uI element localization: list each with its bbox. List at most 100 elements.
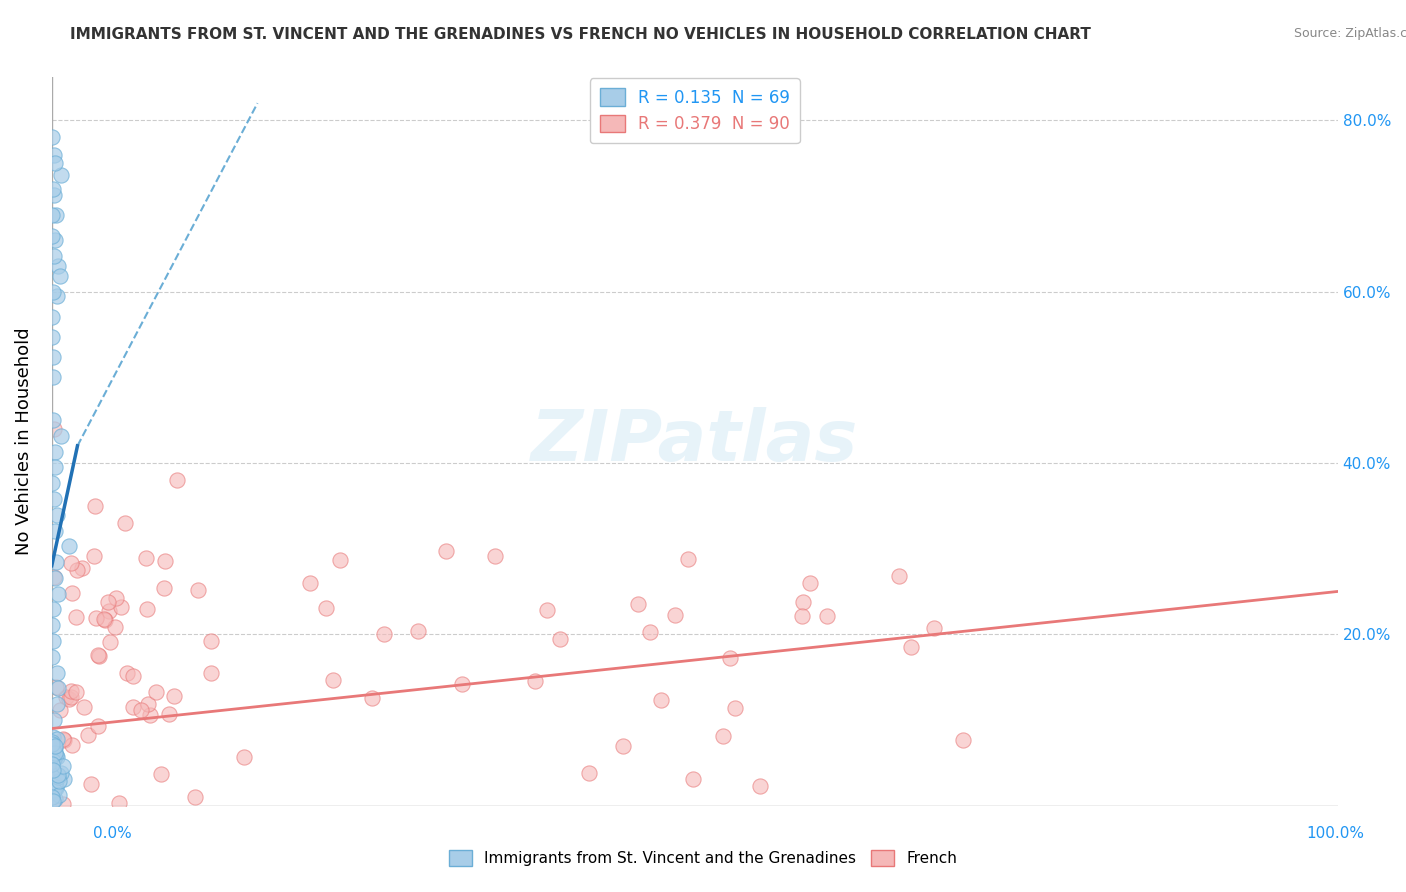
- Point: [41, 756, 63, 771]
- Point: [48, 702, 70, 716]
- Point: [87, 649, 110, 664]
- Point: [98, 635, 121, 649]
- Point: [187, 582, 209, 597]
- Point: [42, 249, 65, 263]
- Point: [44, 571, 66, 585]
- Text: IMMIGRANTS FROM ST. VINCENT AND THE GRENADINES VS FRENCH NO VEHICLES IN HOUSEHOL: IMMIGRANTS FROM ST. VINCENT AND THE GREN…: [70, 27, 1091, 42]
- Point: [97, 595, 120, 609]
- Point: [45, 680, 67, 694]
- Point: [44, 777, 66, 791]
- Point: [55, 690, 77, 704]
- Point: [76, 728, 98, 742]
- Point: [42, 182, 65, 196]
- Point: [682, 772, 704, 786]
- Point: [59, 690, 82, 704]
- Point: [94, 613, 117, 627]
- Point: [145, 685, 167, 699]
- Point: [84, 499, 107, 513]
- Point: [48, 788, 70, 802]
- Point: [97, 604, 120, 618]
- Point: [45, 780, 67, 795]
- Point: [46, 750, 69, 764]
- Point: [93, 612, 115, 626]
- Point: [48, 681, 70, 696]
- Point: [44, 739, 66, 753]
- Point: [44, 746, 66, 760]
- Point: [42, 569, 65, 583]
- Point: [49, 429, 72, 443]
- Point: [434, 544, 457, 558]
- Point: [41, 649, 63, 664]
- Legend: Immigrants from St. Vincent and the Grenadines, French: Immigrants from St. Vincent and the Gren…: [440, 841, 966, 875]
- Point: [136, 697, 159, 711]
- Point: [129, 703, 152, 717]
- Point: [451, 676, 474, 690]
- Point: [53, 733, 76, 747]
- Point: [44, 792, 66, 806]
- Point: [139, 707, 162, 722]
- Point: [44, 233, 66, 247]
- Point: [51, 168, 73, 182]
- Point: [87, 719, 110, 733]
- Point: [42, 764, 65, 778]
- Point: [153, 582, 176, 596]
- Point: [45, 732, 67, 747]
- Point: [66, 563, 89, 577]
- Point: [42, 713, 65, 727]
- Point: [484, 549, 506, 564]
- Point: [45, 555, 67, 569]
- Point: [153, 554, 176, 568]
- Point: [122, 699, 145, 714]
- Point: [65, 609, 87, 624]
- Point: [373, 627, 395, 641]
- Point: [42, 370, 65, 384]
- Point: [718, 650, 741, 665]
- Point: [46, 665, 69, 680]
- Point: [524, 673, 547, 688]
- Point: [52, 759, 75, 773]
- Point: [790, 609, 813, 624]
- Point: [44, 444, 66, 458]
- Point: [578, 765, 600, 780]
- Point: [114, 516, 136, 530]
- Point: [104, 620, 127, 634]
- Y-axis label: No Vehicles in Household: No Vehicles in Household: [15, 327, 32, 556]
- Point: [59, 556, 82, 570]
- Point: [406, 624, 429, 638]
- Point: [45, 779, 67, 793]
- Point: [42, 743, 65, 757]
- Point: [612, 739, 634, 754]
- Point: [45, 208, 67, 222]
- Point: [46, 259, 69, 273]
- Point: [163, 689, 186, 703]
- Point: [329, 552, 352, 566]
- Point: [72, 561, 94, 575]
- Point: [41, 228, 63, 243]
- Point: [42, 755, 65, 769]
- Point: [676, 551, 699, 566]
- Point: [711, 729, 734, 743]
- Point: [166, 473, 188, 487]
- Point: [41, 476, 63, 491]
- Point: [41, 330, 63, 344]
- Point: [157, 707, 180, 722]
- Point: [60, 738, 83, 752]
- Point: [299, 576, 322, 591]
- Point: [42, 413, 65, 427]
- Point: [41, 761, 63, 775]
- Point: [200, 634, 222, 648]
- Point: [84, 611, 107, 625]
- Point: [815, 609, 838, 624]
- Point: [149, 767, 172, 781]
- Point: [638, 624, 661, 639]
- Point: [42, 147, 65, 161]
- Point: [58, 540, 80, 554]
- Point: [73, 699, 96, 714]
- Point: [60, 684, 83, 698]
- Point: [45, 747, 67, 762]
- Point: [952, 733, 974, 747]
- Point: [664, 607, 686, 622]
- Point: [108, 796, 131, 810]
- Point: [46, 697, 69, 711]
- Point: [42, 602, 65, 616]
